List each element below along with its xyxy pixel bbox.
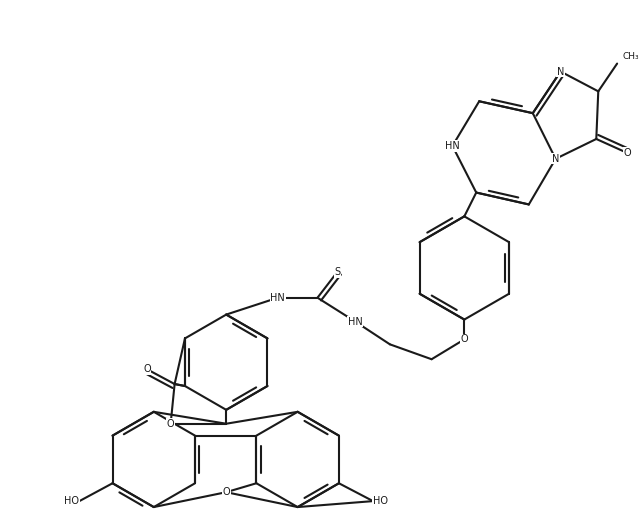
Text: HN: HN — [271, 293, 285, 303]
Text: S: S — [334, 267, 340, 277]
Text: O: O — [143, 364, 150, 374]
Text: O: O — [167, 419, 175, 429]
Text: HN: HN — [445, 141, 460, 151]
Text: HO: HO — [65, 496, 79, 506]
Text: O: O — [623, 148, 631, 158]
Text: HO: HO — [373, 496, 388, 506]
Text: N: N — [557, 67, 564, 77]
Text: CH₃: CH₃ — [622, 52, 639, 61]
Text: O: O — [223, 487, 230, 497]
Text: N: N — [552, 154, 559, 164]
Text: HN: HN — [348, 316, 363, 326]
Text: O: O — [461, 334, 468, 344]
